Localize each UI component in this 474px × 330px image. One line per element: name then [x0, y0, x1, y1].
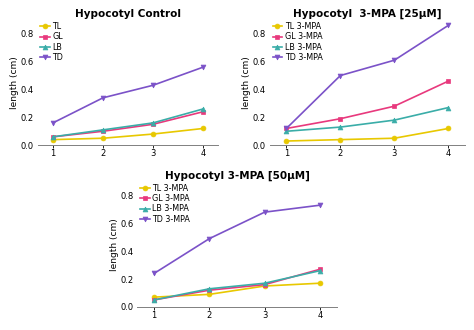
LB 3-MPA: [337, 125, 343, 129]
Legend: TL, GL, LB, TD: TL, GL, LB, TD: [39, 21, 64, 63]
Y-axis label: length (cm): length (cm): [10, 56, 19, 109]
LB 3-MPA: [151, 298, 157, 302]
Line: TD 3-MPA: TD 3-MPA: [152, 203, 322, 276]
TL 3-MPA: [392, 136, 397, 140]
Line: GL 3-MPA: GL 3-MPA: [284, 79, 451, 131]
GL 3-MPA: [446, 79, 451, 83]
LB 3-MPA: [392, 118, 397, 122]
Line: TL 3-MPA: TL 3-MPA: [284, 126, 451, 144]
Title: Hypocotyl  3-MPA [25μM]: Hypocotyl 3-MPA [25μM]: [293, 9, 442, 19]
LB 3-MPA: [207, 287, 212, 291]
TD 3-MPA: [262, 210, 267, 214]
TL 3-MPA: [262, 284, 267, 288]
TD 3-MPA: [283, 126, 289, 130]
Y-axis label: length (cm): length (cm): [242, 56, 251, 109]
TD: [150, 83, 156, 87]
TD 3-MPA: [392, 58, 397, 62]
GL: [200, 110, 206, 114]
TL 3-MPA: [337, 138, 343, 142]
LB 3-MPA: [262, 281, 267, 285]
GL 3-MPA: [283, 126, 289, 130]
LB: [150, 121, 156, 125]
GL 3-MPA: [207, 288, 212, 292]
Y-axis label: length (cm): length (cm): [109, 218, 118, 271]
TD 3-MPA: [317, 203, 323, 207]
LB 3-MPA: [317, 269, 323, 273]
Line: LB: LB: [51, 107, 205, 139]
TD 3-MPA: [446, 23, 451, 27]
TD 3-MPA: [151, 272, 157, 276]
LB 3-MPA: [446, 106, 451, 110]
TL: [100, 136, 106, 140]
Line: TD 3-MPA: TD 3-MPA: [284, 23, 451, 131]
TL: [150, 132, 156, 136]
Line: TD: TD: [51, 65, 205, 125]
GL 3-MPA: [392, 104, 397, 108]
TL 3-MPA: [151, 295, 157, 299]
TL 3-MPA: [446, 126, 451, 130]
TD 3-MPA: [337, 74, 343, 78]
TD: [50, 121, 56, 125]
Line: LB 3-MPA: LB 3-MPA: [284, 105, 451, 134]
GL 3-MPA: [317, 267, 323, 271]
TD: [100, 96, 106, 100]
Title: Hypocotyl Control: Hypocotyl Control: [75, 9, 181, 19]
Title: Hypocotyl 3-MPA [50μM]: Hypocotyl 3-MPA [50μM]: [164, 171, 310, 181]
TL 3-MPA: [317, 281, 323, 285]
TD 3-MPA: [207, 237, 212, 241]
GL: [150, 122, 156, 126]
TL: [50, 138, 56, 142]
Line: GL: GL: [51, 109, 205, 139]
Legend: TL 3-MPA, GL 3-MPA, LB 3-MPA, TD 3-MPA: TL 3-MPA, GL 3-MPA, LB 3-MPA, TD 3-MPA: [139, 183, 191, 224]
TL 3-MPA: [207, 292, 212, 296]
Legend: TL 3-MPA, GL 3-MPA, LB 3-MPA, TD 3-MPA: TL 3-MPA, GL 3-MPA, LB 3-MPA, TD 3-MPA: [272, 21, 323, 63]
GL 3-MPA: [337, 117, 343, 121]
LB: [50, 135, 56, 139]
GL: [100, 129, 106, 133]
Line: LB 3-MPA: LB 3-MPA: [152, 268, 322, 302]
TL: [200, 126, 206, 130]
GL 3-MPA: [151, 298, 157, 302]
LB: [100, 128, 106, 132]
Line: GL 3-MPA: GL 3-MPA: [152, 267, 322, 302]
TL 3-MPA: [283, 139, 289, 143]
LB: [200, 107, 206, 111]
Line: TL 3-MPA: TL 3-MPA: [152, 281, 322, 300]
GL 3-MPA: [262, 282, 267, 286]
LB 3-MPA: [283, 129, 289, 133]
Line: TL: TL: [51, 126, 205, 142]
TD: [200, 65, 206, 69]
GL: [50, 135, 56, 139]
